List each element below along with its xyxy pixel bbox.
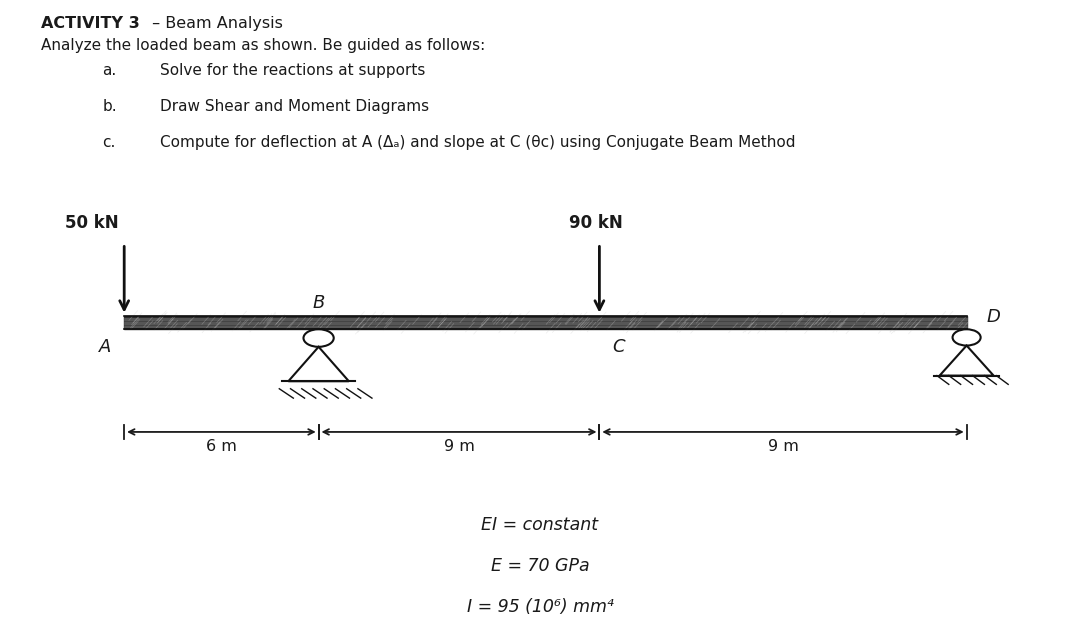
Text: b.: b. bbox=[103, 99, 118, 114]
Text: E = 70 GPa: E = 70 GPa bbox=[490, 557, 590, 575]
Text: Compute for deflection at A (Δₐ) and slope at C (θc) using Conjugate Beam Method: Compute for deflection at A (Δₐ) and slo… bbox=[160, 135, 795, 150]
Text: Analyze the loaded beam as shown. Be guided as follows:: Analyze the loaded beam as shown. Be gui… bbox=[41, 38, 485, 53]
Text: I = 95 (10⁶) mm⁴: I = 95 (10⁶) mm⁴ bbox=[467, 598, 613, 616]
Text: 9 m: 9 m bbox=[444, 439, 474, 454]
Text: EI = constant: EI = constant bbox=[482, 516, 598, 535]
Text: – Beam Analysis: – Beam Analysis bbox=[147, 16, 283, 31]
Circle shape bbox=[953, 329, 981, 346]
Text: D: D bbox=[986, 309, 1000, 326]
Text: 9 m: 9 m bbox=[768, 439, 798, 454]
Text: B: B bbox=[312, 294, 325, 312]
Text: C: C bbox=[612, 338, 625, 356]
Circle shape bbox=[303, 329, 334, 347]
Text: Draw Shear and Moment Diagrams: Draw Shear and Moment Diagrams bbox=[160, 99, 429, 114]
Text: A: A bbox=[99, 338, 111, 356]
Text: a.: a. bbox=[103, 63, 117, 78]
Text: 50 kN: 50 kN bbox=[65, 214, 119, 232]
Text: 90 kN: 90 kN bbox=[569, 214, 623, 232]
Text: 6 m: 6 m bbox=[206, 439, 237, 454]
Polygon shape bbox=[288, 347, 349, 381]
Text: c.: c. bbox=[103, 135, 116, 150]
Text: Solve for the reactions at supports: Solve for the reactions at supports bbox=[160, 63, 426, 78]
Polygon shape bbox=[940, 346, 994, 376]
Text: ACTIVITY 3: ACTIVITY 3 bbox=[41, 16, 139, 31]
Bar bbox=[124, 316, 967, 329]
